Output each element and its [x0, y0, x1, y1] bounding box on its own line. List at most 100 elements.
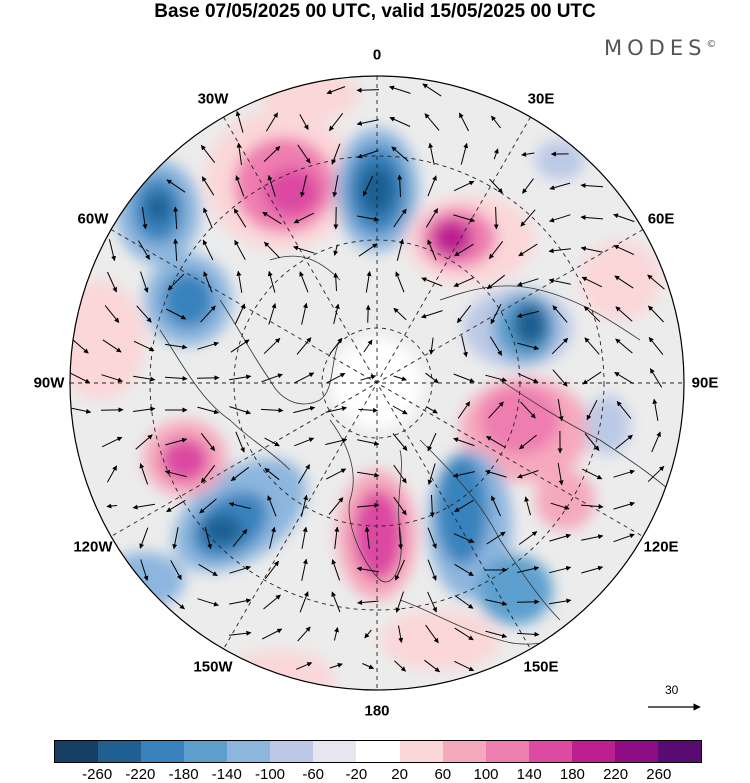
wind-vector: [549, 533, 572, 542]
wind-vector: [267, 175, 276, 197]
wind-vector: [197, 341, 219, 350]
wind-vector: [522, 178, 534, 194]
wind-vector: [485, 599, 508, 606]
wind-vector: [229, 406, 251, 415]
wind-vector: [165, 343, 188, 350]
wind-vector: [201, 176, 215, 196]
wind-vector: [486, 435, 506, 449]
wind-vector: [460, 142, 469, 165]
wind-vector: [204, 527, 213, 550]
wind-vector: [453, 373, 475, 383]
wind-vector: [581, 534, 604, 541]
wind-vector: [427, 432, 437, 452]
wind-vector: [358, 407, 379, 413]
wind-vector: [490, 303, 502, 325]
wind-vector: [232, 529, 248, 547]
blob-blue-western-russia: [428, 450, 553, 625]
wind-vector: [236, 142, 242, 165]
wind-vector: [364, 629, 372, 639]
longitude-label-150w: 150W: [193, 658, 233, 676]
longitude-label-60e: 60E: [647, 210, 675, 228]
wind-vector: [229, 630, 252, 636]
wind-vector: [454, 627, 474, 641]
wind-vector: [293, 406, 316, 414]
wind-vector: [647, 465, 665, 483]
colorbar-segment: [485, 741, 529, 762]
wind-vector: [394, 660, 406, 672]
wind-vector: [389, 117, 411, 127]
wind-vector: [101, 436, 123, 448]
wind-vector: [293, 372, 315, 384]
wind-vector: [454, 499, 474, 513]
wind-vector: [422, 83, 442, 97]
wind-vector: [425, 208, 439, 228]
wind-vector: [200, 432, 216, 452]
wind-vector: [362, 663, 375, 669]
wind-vector: [137, 240, 151, 260]
brand-name: MODES: [604, 36, 707, 60]
wind-vector: [325, 438, 348, 445]
wind-vector: [167, 594, 185, 610]
wind-vector: [615, 434, 633, 450]
blob-blue-gulf-of-alaska: [116, 160, 200, 264]
wind-vector: [234, 303, 246, 325]
wind-vector: [488, 401, 504, 419]
wind-vector: [454, 595, 474, 609]
wind-vector: [133, 340, 155, 352]
wind-vector: [453, 437, 475, 447]
wind-vector: [516, 310, 539, 318]
wind-vector: [453, 214, 476, 223]
copyright-mark: ©: [706, 39, 717, 50]
wind-vector: [294, 437, 315, 447]
wind-vector: [485, 469, 507, 478]
wind-vector: [427, 463, 436, 485]
wind-vector: [584, 433, 600, 451]
wind-vector: [299, 114, 309, 131]
longitude-label-90w: 90W: [33, 374, 65, 392]
wind-vector: [517, 342, 540, 351]
wind-vector: [108, 239, 116, 262]
wind-vector: [329, 662, 343, 669]
wind-vector: [236, 270, 243, 293]
wind-vector: [549, 565, 572, 574]
colorbar-tick-label: -140: [211, 766, 242, 783]
wind-vector: [107, 271, 117, 293]
wind-vector: [140, 559, 149, 581]
wind-vector: [297, 626, 311, 642]
wind-vector: [586, 399, 598, 421]
graticule: [70, 76, 684, 690]
wind-vector: [548, 248, 571, 254]
wind-vector: [331, 559, 341, 581]
wind-vector: [580, 246, 603, 253]
wind-vector: [267, 270, 276, 293]
wind-vector: [136, 305, 152, 323]
colorbar-segment: [442, 741, 486, 762]
wind-vectors: [70, 83, 665, 673]
wind-vector: [71, 338, 89, 354]
wind-vector: [264, 241, 280, 259]
wind-vector: [613, 469, 635, 478]
wind-vector: [200, 144, 216, 164]
wind-vector: [301, 302, 308, 325]
wind-vector: [332, 175, 339, 198]
wind-vector: [581, 565, 604, 574]
wind-vector: [141, 207, 148, 230]
wind-vector: [357, 502, 380, 508]
wind-vector: [166, 179, 186, 193]
wind-vector: [357, 215, 380, 222]
wind-vector: [421, 310, 443, 319]
wind-vector: [70, 407, 92, 414]
blob-blue-mongolia: [586, 395, 630, 455]
wind-vector: [262, 211, 282, 225]
brand-logo: MODES©: [604, 36, 716, 60]
wind-vector: [296, 337, 312, 355]
wind-vector: [328, 112, 344, 132]
wind-vector: [392, 405, 408, 415]
colorbar-segment: [356, 741, 400, 762]
blob-pink-china: [535, 140, 660, 320]
wind-vector: [580, 183, 604, 189]
wind-vector: [365, 304, 371, 323]
colorbar-tick-label: 180: [559, 766, 585, 783]
colorbar-segment: [657, 741, 701, 762]
wind-vector: [165, 437, 188, 446]
